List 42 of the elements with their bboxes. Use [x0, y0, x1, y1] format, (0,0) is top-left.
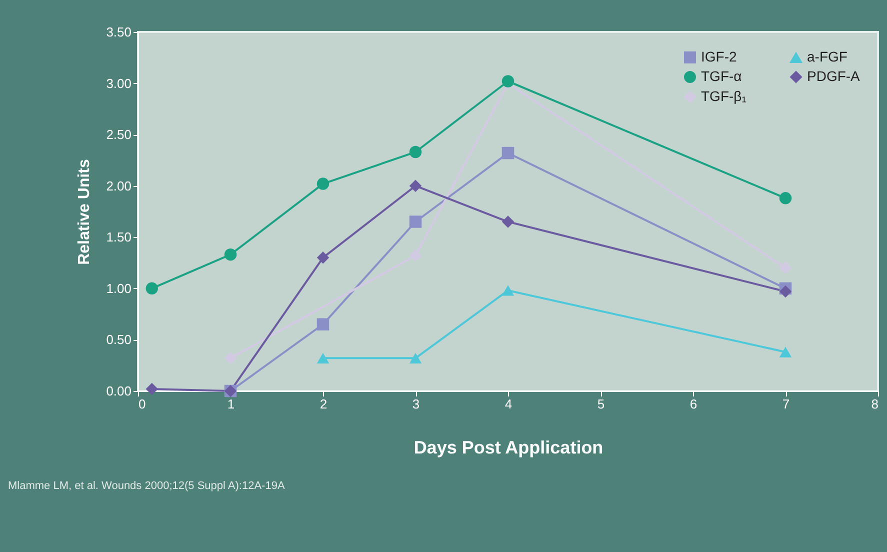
y-axis-title: Relative Units — [76, 158, 94, 265]
x-tick-label: 2 — [320, 396, 328, 412]
legend-label: PDGF-A — [807, 68, 861, 84]
point — [502, 146, 514, 160]
x-tick-label: 1 — [227, 396, 235, 412]
text: Mlamme LM, et al. Wounds 2000;12(5 Suppl A):12A-19A — [8, 480, 286, 492]
x-tick-label: 4 — [504, 396, 512, 412]
point — [502, 285, 514, 296]
point — [779, 192, 792, 204]
point — [146, 282, 158, 295]
y-tick-label: 1.50 — [106, 230, 132, 245]
point — [409, 352, 422, 364]
x-tick-label: 8 — [871, 396, 878, 412]
y-tick-label: 0.00 — [106, 384, 132, 398]
legend-label: TGF-β₁ — [701, 88, 747, 104]
point — [146, 382, 158, 396]
point — [779, 285, 792, 298]
point — [316, 318, 330, 330]
x-tick-label: 6 — [690, 396, 698, 412]
y-tick-label: 3.50 — [106, 24, 132, 40]
legend-label: IGF-2 — [701, 48, 737, 64]
y-tick-label: 2.00 — [106, 178, 132, 194]
y-tick-label: 0.50 — [106, 332, 132, 348]
point — [409, 180, 422, 192]
point — [316, 352, 330, 364]
legend-label: a-FGF — [807, 48, 848, 65]
point — [409, 216, 422, 228]
x-axis-title: Days Post Application — [414, 438, 604, 458]
y-tick-label: 1.00 — [106, 280, 132, 296]
point — [502, 216, 514, 228]
x-tick-label: 7 — [782, 396, 790, 412]
x-tick-label: 3 — [412, 396, 420, 412]
point — [779, 346, 792, 358]
point — [316, 252, 330, 264]
x-tick-label: 0 — [138, 396, 146, 412]
legend-label: TGF-α — [701, 68, 742, 84]
point — [409, 146, 422, 158]
y-tick-label: 3.00 — [106, 76, 132, 91]
y-tick-label: 2.50 — [106, 127, 132, 142]
x-tick-label: 5 — [597, 396, 605, 412]
point — [316, 178, 330, 190]
point — [224, 248, 237, 261]
